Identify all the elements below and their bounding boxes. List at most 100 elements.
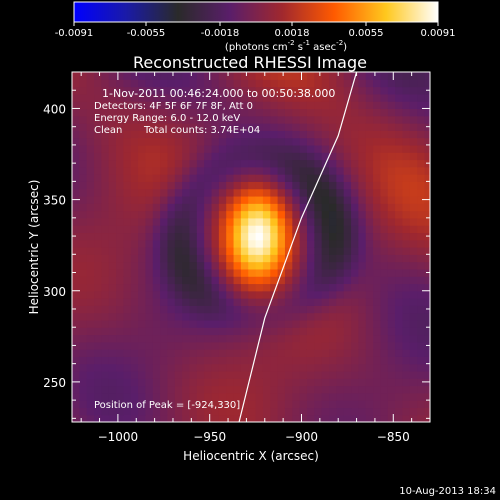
heatmap-cell [277, 239, 286, 248]
heatmap-cell [306, 72, 315, 80]
heatmap-cell [174, 93, 183, 102]
heatmap-cell [174, 174, 183, 182]
heatmap-cell [79, 101, 88, 110]
heatmap-cell [306, 181, 315, 190]
heatmap-cell [174, 305, 183, 314]
heatmap-cell [270, 115, 279, 124]
heatmap-cell [270, 217, 279, 226]
heatmap-cell [72, 217, 80, 226]
heatmap-cell [380, 298, 389, 306]
heatmap-cell [277, 407, 286, 416]
heatmap-cell [167, 239, 176, 248]
heatmap-cell [182, 86, 191, 95]
heatmap-cell [343, 108, 352, 117]
heatmap-cell [380, 254, 389, 263]
heatmap-cell [284, 123, 293, 131]
heatmap-cell [152, 254, 161, 263]
heatmap-cell [94, 79, 102, 88]
heatmap-cell [86, 239, 95, 248]
heatmap-cell [182, 108, 191, 117]
heatmap-cell [351, 363, 359, 372]
heatmap-cell [262, 268, 271, 277]
heatmap-cell [351, 254, 359, 263]
heatmap-cell [299, 298, 308, 306]
heatmap-cell [174, 144, 183, 153]
heatmap-cell [336, 232, 345, 241]
heatmap-cell [86, 137, 95, 146]
heatmap-cell [314, 341, 323, 350]
heatmap-cell [145, 217, 154, 226]
heatmap-cell [351, 414, 359, 422]
heatmap-cell [270, 349, 279, 357]
heatmap-cell [299, 130, 308, 139]
heatmap-cell [138, 203, 147, 212]
heatmap-cell [123, 261, 132, 270]
heatmap-cell [329, 261, 337, 270]
heatmap-cell [211, 319, 220, 328]
heatmap-cell [409, 414, 418, 422]
heatmap-cell [160, 378, 169, 387]
heatmap-cell [314, 188, 323, 197]
heatmap-cell [255, 385, 264, 394]
heatmap-cell [306, 414, 315, 422]
heatmap-cell [204, 319, 213, 328]
heatmap-cell [174, 159, 183, 168]
heatmap-cell [182, 261, 191, 270]
heatmap-cell [395, 370, 404, 379]
heatmap-cell [284, 195, 293, 204]
heatmap-cell [358, 385, 367, 394]
heatmap-cell [395, 385, 404, 394]
heatmap-cell [145, 400, 154, 409]
heatmap-cell [123, 152, 132, 161]
heatmap-cell [277, 108, 286, 117]
heatmap-cell [189, 101, 198, 110]
heatmap-cell [284, 108, 293, 117]
heatmap-cell [130, 123, 139, 131]
heatmap-cell [160, 298, 169, 306]
heatmap-cell [409, 137, 418, 146]
heatmap-cell [277, 319, 286, 328]
heatmap-cell [351, 239, 359, 248]
heatmap-cell [424, 239, 430, 248]
heatmap-cell [240, 327, 249, 336]
heatmap-cell [306, 356, 315, 365]
heatmap-cell [189, 312, 198, 321]
heatmap-cell [358, 174, 367, 182]
heatmap-cell [108, 159, 117, 168]
heatmap-cell [262, 159, 271, 168]
heatmap-cell [270, 159, 279, 168]
heatmap-cell [270, 181, 279, 190]
heatmap-cell [108, 370, 117, 379]
heatmap-cell [189, 79, 198, 88]
heatmap-cell [373, 203, 382, 212]
heatmap-cell [108, 225, 117, 234]
heatmap-cell [248, 159, 257, 168]
heatmap-cell [402, 341, 411, 350]
heatmap-cell [116, 108, 124, 117]
heatmap-cell [373, 407, 382, 416]
heatmap-cell [123, 144, 132, 153]
heatmap-cell [160, 217, 169, 226]
heatmap-cell [240, 370, 249, 379]
heatmap-cell [123, 356, 132, 365]
x-axis-ticks: −1000 −950 −900 −850 [80, 72, 431, 444]
heatmap-cell [409, 93, 418, 102]
heatmap-cell [277, 261, 286, 270]
heatmap-cell [204, 407, 213, 416]
heatmap-cell [174, 283, 183, 292]
heatmap-cell [72, 144, 80, 153]
heatmap-cell [284, 181, 293, 190]
heatmap-cell [240, 130, 249, 139]
heatmap-cell [189, 261, 198, 270]
heatmap-cell [321, 108, 330, 117]
heatmap-cell [365, 195, 374, 204]
heatmap-cell [402, 217, 411, 226]
heatmap-cell [329, 283, 337, 292]
heatmap-cell [262, 319, 271, 328]
heatmap-cell [196, 217, 205, 226]
heatmap-cell [336, 305, 345, 314]
heatmap-cell [233, 290, 242, 299]
heatmap-cell [152, 414, 161, 422]
heatmap-cell [189, 334, 198, 343]
heatmap-cell [299, 268, 308, 277]
